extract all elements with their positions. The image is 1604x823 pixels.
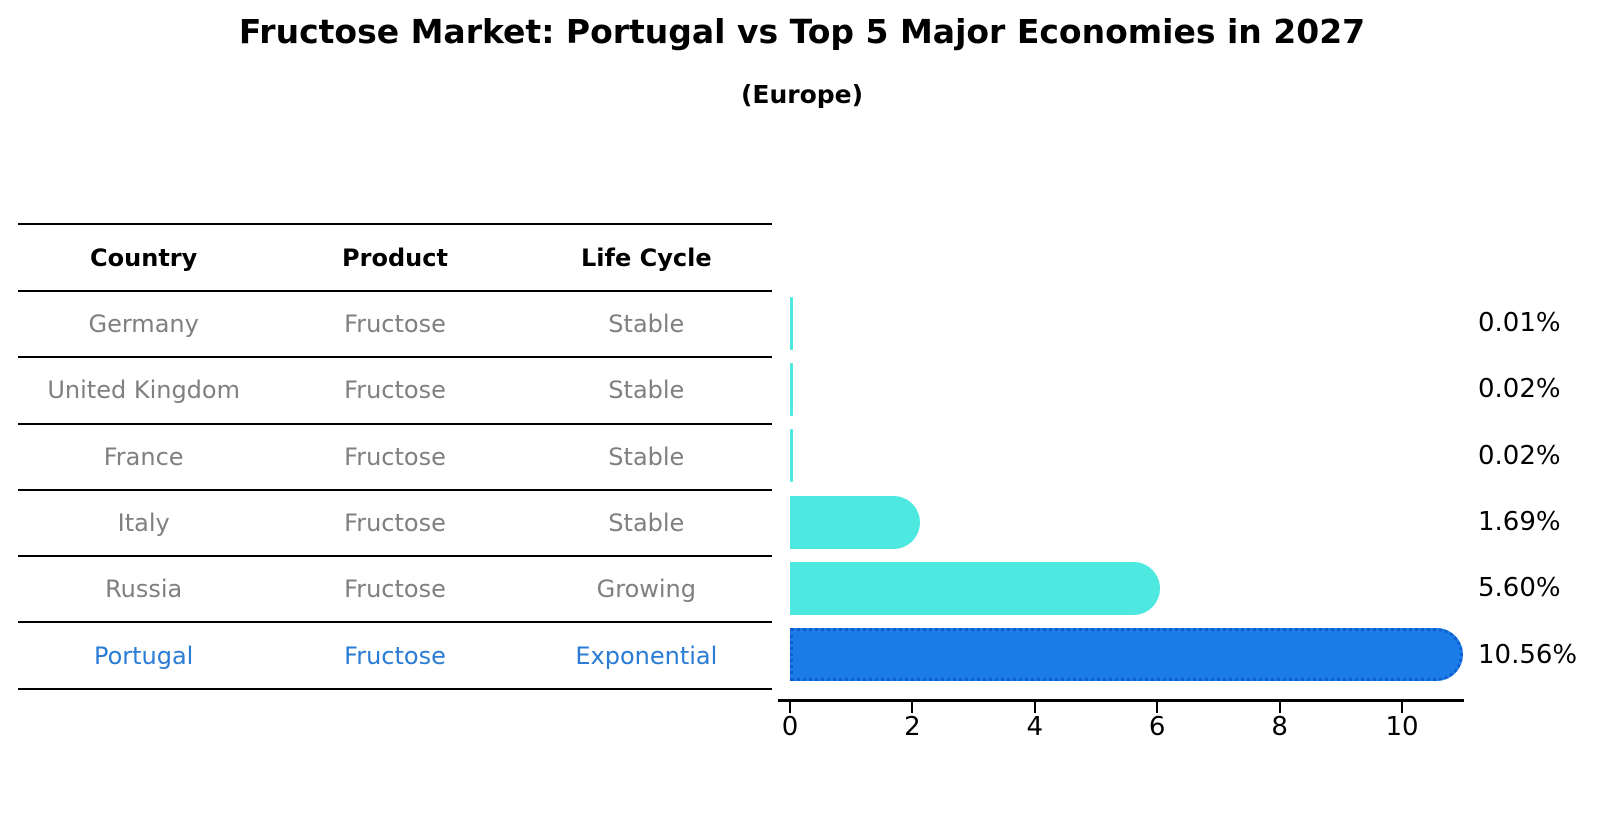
country-cell: Portugal <box>93 641 194 670</box>
value-label-portugal: 10.56% <box>1478 639 1578 670</box>
table-row-france: France Fructose Stable <box>18 425 772 491</box>
value-label-italy: 1.69% <box>1478 507 1561 538</box>
value-label-united-kingdom: 0.02% <box>1478 374 1561 405</box>
table-row-portugal: Portugal Fructose Exponential <box>18 623 772 690</box>
x-tick-label-6: 6 <box>1148 712 1166 742</box>
country-cell: United Kingdom <box>47 376 240 405</box>
bar-germany <box>790 296 793 350</box>
column-header-product: Product <box>342 243 448 272</box>
bar-italy <box>790 495 921 549</box>
table-header-row: Country Product Life Cycle <box>18 225 772 292</box>
column-header-country: Country <box>90 243 198 272</box>
x-tick-0 <box>789 702 791 713</box>
x-tick-label-0: 0 <box>781 712 799 742</box>
x-tick-4 <box>1033 702 1036 713</box>
chart-title: Fructose Market: Portugal vs Top 5 Major… <box>238 12 1366 51</box>
bar-russia <box>790 561 1160 615</box>
x-tick-label-4: 4 <box>1026 712 1044 742</box>
bar-portugal <box>790 628 1464 682</box>
country-cell: France <box>103 442 184 471</box>
table-row-united-kingdom: United Kingdom Fructose Stable <box>18 358 772 425</box>
life-cycle-cell: Stable <box>608 376 685 405</box>
x-tick-2 <box>911 702 914 713</box>
life-cycle-cell: Growing <box>596 575 696 604</box>
country-cell: Italy <box>117 509 170 538</box>
life-cycle-cell: Stable <box>608 310 685 339</box>
value-label-germany: 0.01% <box>1478 308 1561 339</box>
table-row-italy: Italy Fructose Stable <box>18 491 772 558</box>
x-tick-label-10: 10 <box>1385 712 1419 742</box>
product-cell: Fructose <box>344 641 446 670</box>
product-cell: Fructose <box>344 376 446 405</box>
x-tick-8 <box>1278 702 1281 713</box>
life-cycle-cell: Stable <box>608 509 685 538</box>
column-header-life-cycle: Life Cycle <box>581 243 712 272</box>
x-tick-10 <box>1401 702 1403 713</box>
chart-subtitle: (Europe) <box>740 80 864 109</box>
bar-united-kingdom <box>790 362 793 416</box>
country-table: Country Product Life Cycle Germany Fructo… <box>18 223 772 690</box>
country-cell: Germany <box>88 310 199 339</box>
x-tick-label-2: 2 <box>904 712 921 742</box>
table-row-germany: Germany Fructose Stable <box>18 292 772 359</box>
table-row-russia: Russia Fructose Growing <box>18 557 772 624</box>
x-tick-label-8: 8 <box>1271 712 1288 742</box>
bar-france <box>790 429 793 483</box>
value-label-russia: 5.60% <box>1478 573 1561 604</box>
table-body: Germany Fructose Stable United Kingdom Fruct… <box>18 292 772 690</box>
life-cycle-cell: Stable <box>608 442 685 471</box>
product-cell: Fructose <box>344 575 446 604</box>
life-cycle-cell: Exponential <box>575 641 718 670</box>
product-cell: Fructose <box>344 509 446 538</box>
x-axis-line <box>778 699 1464 702</box>
value-label-france: 0.02% <box>1478 440 1561 471</box>
country-cell: Russia <box>105 575 183 604</box>
product-cell: Fructose <box>344 310 446 339</box>
product-cell: Fructose <box>344 442 446 471</box>
x-tick-6 <box>1156 702 1159 713</box>
